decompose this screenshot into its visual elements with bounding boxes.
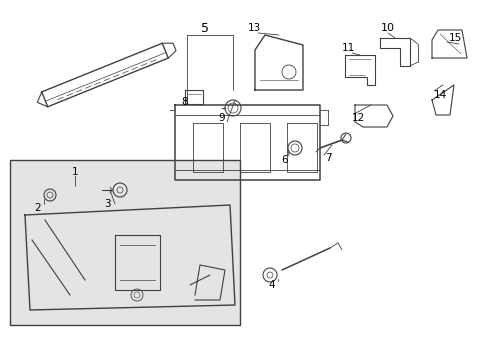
Text: 11: 11 — [341, 43, 354, 53]
Text: 9: 9 — [218, 113, 225, 123]
Text: 10: 10 — [380, 23, 394, 33]
Text: 8: 8 — [182, 97, 188, 107]
Text: 2: 2 — [35, 203, 41, 213]
Text: 5: 5 — [201, 22, 208, 35]
Text: 3: 3 — [103, 199, 110, 209]
Text: 12: 12 — [351, 113, 364, 123]
Text: 4: 4 — [268, 280, 275, 290]
Text: 14: 14 — [432, 90, 446, 100]
Text: 1: 1 — [72, 167, 78, 177]
Text: 6: 6 — [281, 155, 288, 165]
Text: 15: 15 — [447, 33, 461, 43]
Text: 13: 13 — [247, 23, 260, 33]
Bar — [10, 160, 240, 325]
Text: 7: 7 — [324, 153, 331, 163]
